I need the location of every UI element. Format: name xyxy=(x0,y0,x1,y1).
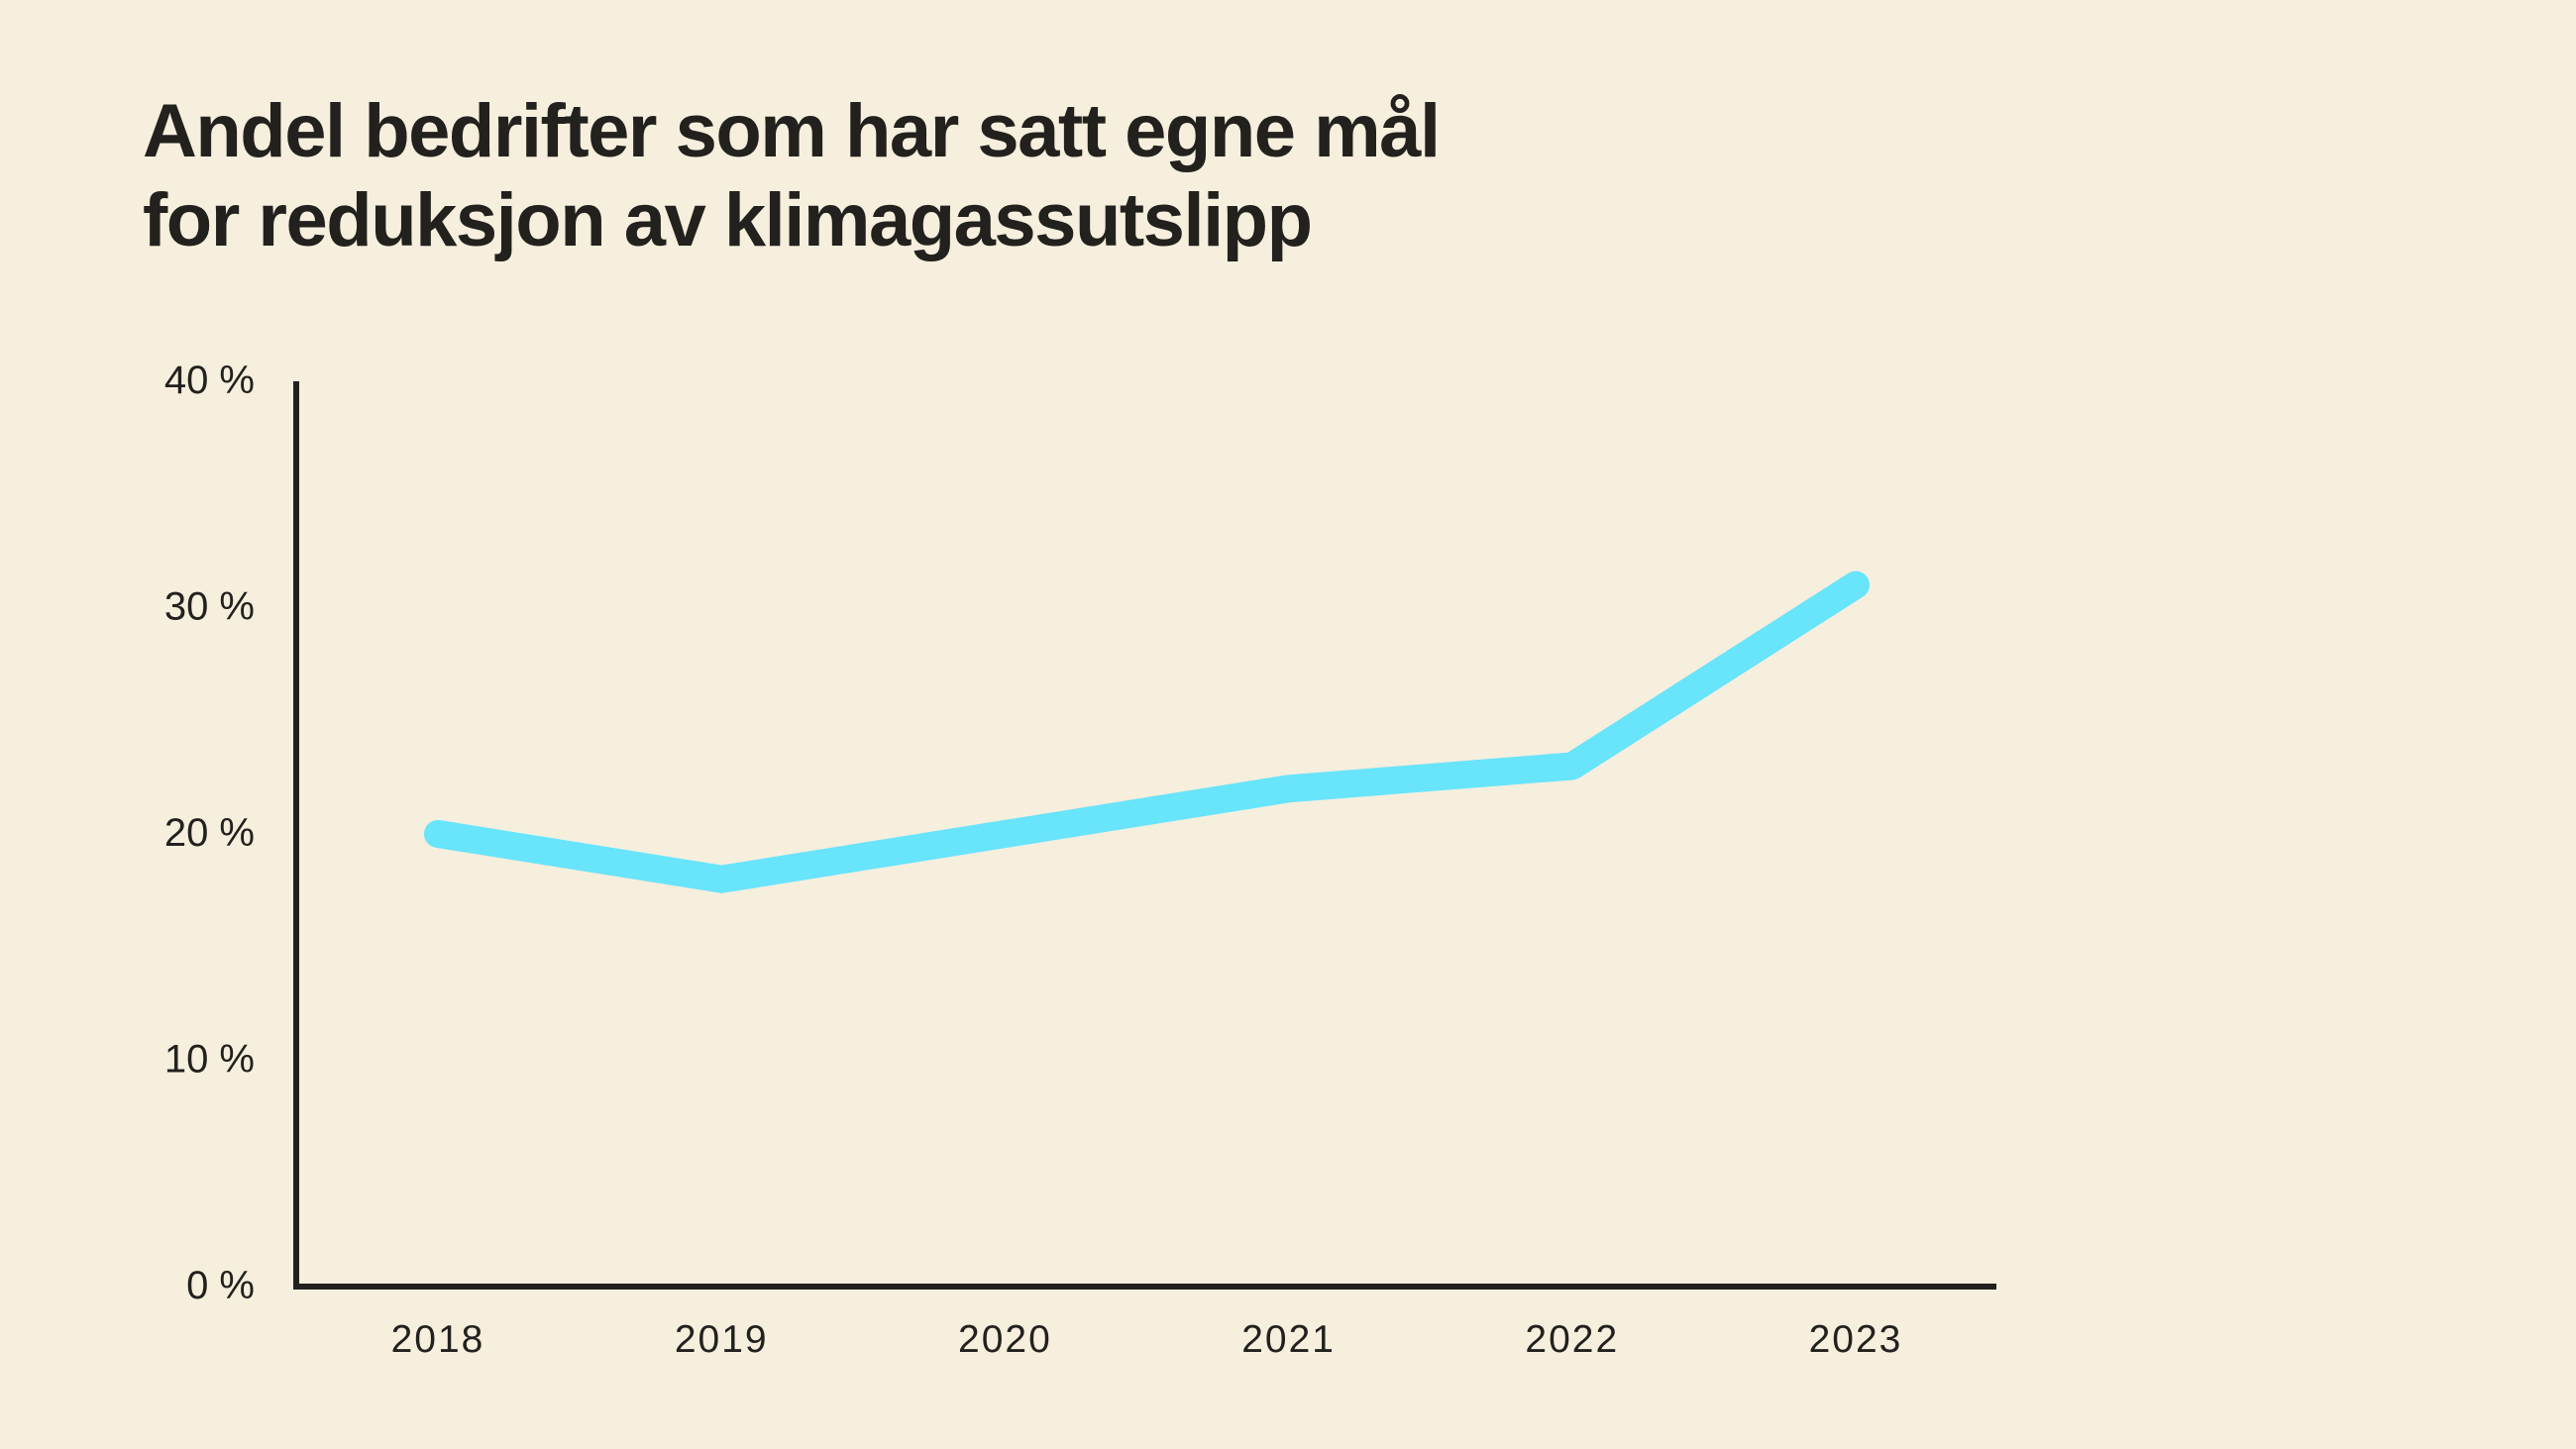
chart-title-line2: for reduksjon av klimagassutslipp xyxy=(143,178,1313,262)
y-axis-tick-label: 30 % xyxy=(164,585,255,629)
x-axis-labels: 2018 2019 2020 2021 2022 2023 xyxy=(391,1318,1903,1361)
x-axis-tick-label: 2018 xyxy=(391,1318,485,1361)
y-axis-tick-label: 10 % xyxy=(164,1038,255,1082)
x-axis-tick-label: 2022 xyxy=(1525,1318,1619,1361)
y-axis-tick-label: 40 % xyxy=(164,359,255,402)
chart-title: Andel bedrifter som har satt egne mål fo… xyxy=(143,87,1441,265)
x-axis-tick-label: 2021 xyxy=(1241,1318,1336,1361)
x-axis-tick-label: 2019 xyxy=(675,1318,769,1361)
y-axis-tick-label: 20 % xyxy=(164,811,255,855)
chart-title-line1: Andel bedrifter som har satt egne mål xyxy=(143,89,1441,173)
data-line xyxy=(424,570,1870,893)
x-axis-tick-label: 2023 xyxy=(1809,1318,1903,1361)
y-axis-labels: 0 % 10 % 20 % 30 % 40 % xyxy=(164,359,255,1307)
y-axis-tick-label: 0 % xyxy=(186,1264,255,1307)
x-axis-tick-label: 2020 xyxy=(958,1318,1052,1361)
